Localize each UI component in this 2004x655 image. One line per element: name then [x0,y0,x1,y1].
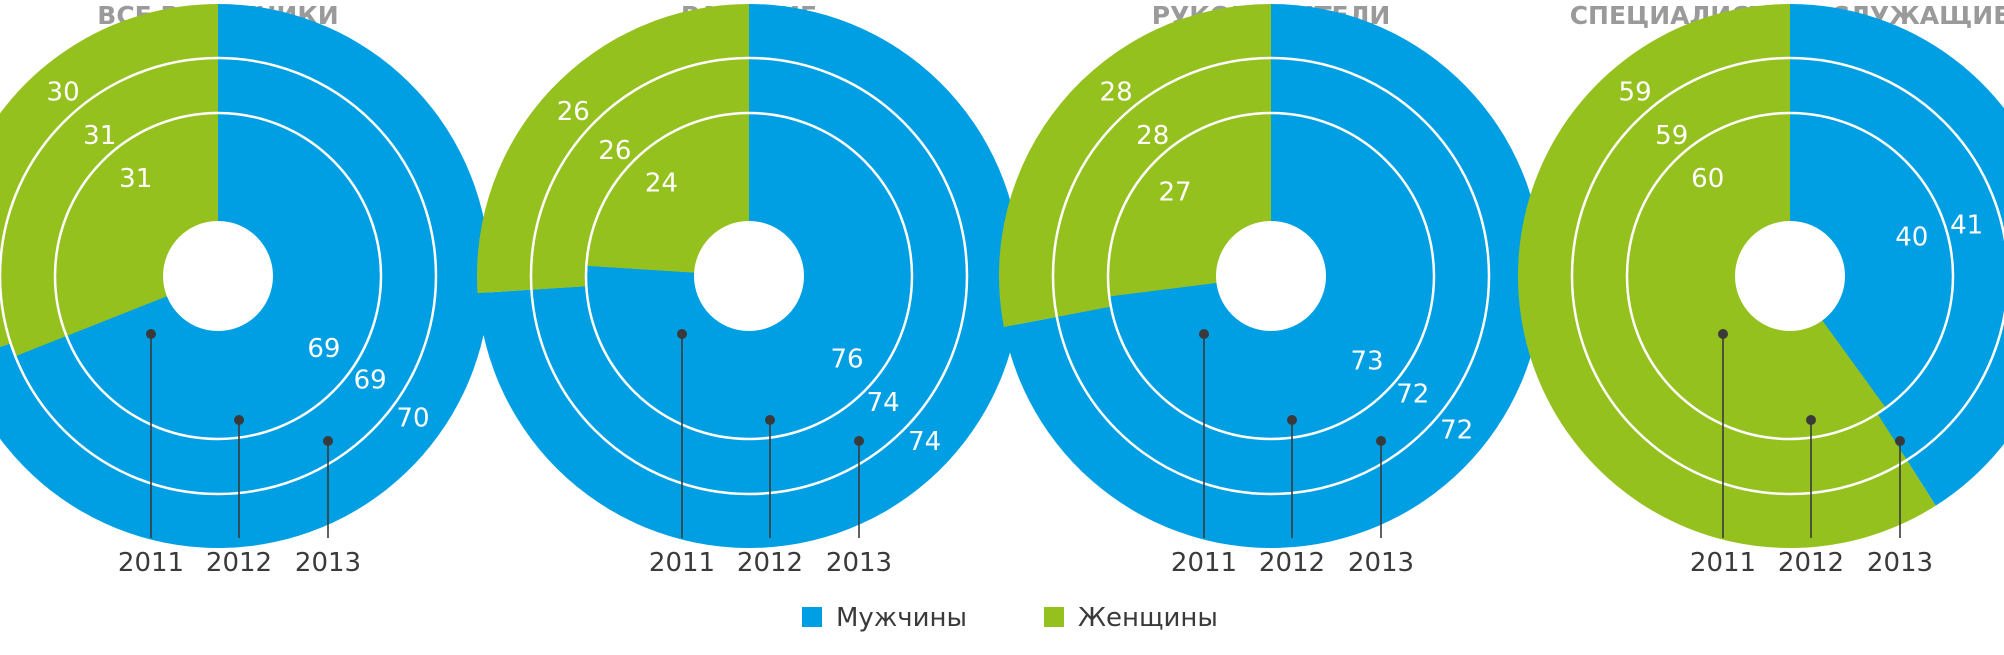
legend: Мужчины Женщины [802,603,1218,633]
women-value-label: 31 [119,164,152,194]
leader-dot-2011 [1199,329,1209,339]
men-value-label: 74 [867,388,900,418]
women-value-label: 30 [47,77,80,107]
center-hole [694,221,804,331]
leader-dot-2012 [1287,415,1297,425]
ring-divider [584,111,914,441]
year-label-2011: 2011 [118,548,184,578]
women-value-label: 24 [645,169,678,199]
men-value-label: 69 [354,365,387,395]
year-label-2011: 2011 [649,548,715,578]
women-legend-label: Женщины [1078,603,1218,633]
women-value-label: 28 [1136,121,1169,151]
men-value-label: 73 [1350,347,1383,377]
women-value-label: 26 [557,97,590,127]
year-label-2013: 2013 [1348,548,1414,578]
leader-dot-2013 [1376,436,1386,446]
women-value-label: 60 [1691,164,1724,194]
women-legend-swatch [1044,607,1064,627]
men-value-label: 72 [1396,379,1429,409]
men-value-label: 41 [1950,211,1983,241]
center-hole [163,221,273,331]
center-hole [1216,221,1326,331]
ring-divider [1570,56,2004,496]
year-label-2013: 2013 [295,548,361,578]
men-value-label: 69 [307,334,340,364]
ring-divider [53,111,383,441]
leader-dot-2013 [323,436,333,446]
leader-dot-2012 [1806,415,1816,425]
leader-dot-2011 [146,329,156,339]
ring-divider [529,56,969,496]
leader-dot-2013 [1895,436,1905,446]
donut-chart-1: ВСЕ РАБОТНИКИ693169317030201120122013 [0,1,490,578]
year-label-2012: 2012 [737,548,803,578]
donut-chart-4: СПЕЦИАЛИСТЫ И СЛУЖАЩИЕ406041594159201120… [1518,1,2004,578]
year-label-2013: 2013 [826,548,892,578]
men-value-label: 72 [1440,416,1473,446]
women-segment-2011 [586,113,749,276]
men-value-label: 76 [831,344,864,374]
year-label-2013: 2013 [1867,548,1933,578]
ring-divider [1106,111,1436,441]
women-value-label: 31 [83,121,116,151]
women-value-label: 59 [1619,77,1652,107]
year-label-2011: 2011 [1690,548,1756,578]
ring-divider [1051,56,1491,496]
women-value-label: 27 [1158,177,1191,207]
men-value-label: 40 [1895,222,1928,252]
leader-dot-2011 [677,329,687,339]
year-label-2012: 2012 [1259,548,1325,578]
leader-dot-2012 [234,415,244,425]
donut-chart-2: РАБОЧИЕ762474267426201120122013 [477,1,1021,578]
year-label-2012: 2012 [206,548,272,578]
leader-dot-2013 [854,436,864,446]
men-segment-2011 [1790,113,1953,408]
ring-divider [1625,111,1955,441]
women-value-label: 26 [598,136,631,166]
donut-chart-3: РУКОВОДИТЕЛИ732772287228201120122013 [998,1,1544,578]
year-label-2011: 2011 [1171,548,1237,578]
men-legend-swatch [802,607,822,627]
women-value-label: 28 [1100,77,1133,107]
year-label-2012: 2012 [1778,548,1844,578]
men-value-label: 70 [396,404,429,434]
ring-divider [0,56,438,496]
leader-dot-2012 [765,415,775,425]
women-value-label: 59 [1655,121,1688,151]
men-value-label: 74 [908,427,941,457]
men-legend-label: Мужчины [836,603,967,633]
leader-dot-2011 [1718,329,1728,339]
center-hole [1735,221,1845,331]
